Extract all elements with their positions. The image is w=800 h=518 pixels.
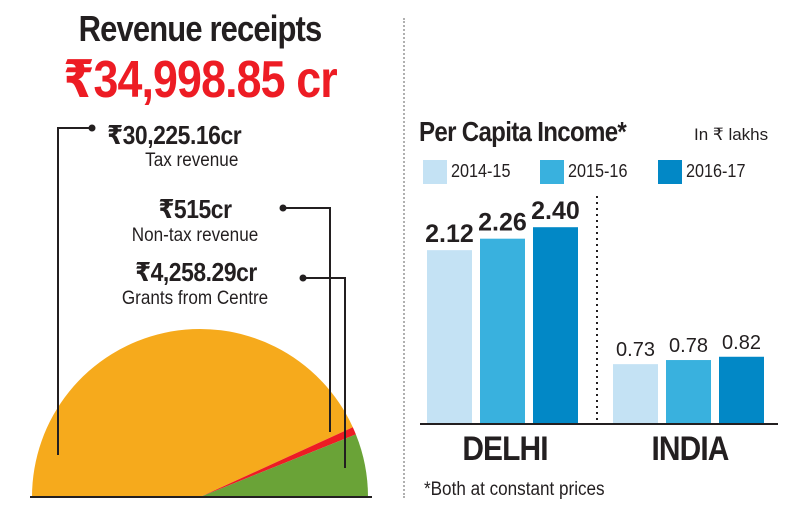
panel-divider [403, 18, 405, 498]
pie-slice-grants [200, 434, 368, 497]
bar-value-label: 0.78 [669, 335, 708, 357]
revenue-pie [30, 124, 372, 498]
non-tax-revenue-label: Non-tax revenue [131, 225, 259, 246]
grants-leader [303, 277, 346, 468]
bar-india-2015-16 [666, 360, 711, 424]
grants-value: ₹4,258.29cr [135, 257, 257, 287]
tax-revenue-leader-dot [88, 124, 96, 132]
non-tax-revenue-leader-dot [279, 204, 287, 212]
bar-value-label: 2.12 [425, 220, 474, 248]
non-tax-revenue-value: ₹515cr [158, 194, 232, 224]
bar-india-2014-15 [613, 364, 658, 424]
pie-slice-non-tax-revenue [200, 427, 356, 497]
revenue-title: Revenue receipts [78, 8, 323, 49]
tax-revenue-leader [57, 127, 92, 455]
non-tax-revenue-leader [283, 207, 331, 432]
tax-revenue-label: Tax revenue [145, 150, 239, 171]
revenue-total: ₹34,998.85 cr [63, 51, 337, 109]
group-label-india: INDIA [651, 430, 729, 468]
per-capita-title: Per Capita Income* [419, 116, 627, 147]
legend-swatch [423, 160, 447, 184]
legend-swatch [658, 160, 682, 184]
bar-india-2016-17 [719, 356, 764, 424]
bar-delhi-2015-16 [480, 238, 525, 424]
bar-value-label: 0.73 [616, 339, 655, 361]
tax-revenue-value: ₹30,225.16cr [107, 120, 242, 150]
bar-delhi-2016-17 [533, 227, 578, 424]
bar-delhi-2014-15 [427, 250, 472, 424]
bar-value-label: 0.82 [722, 332, 761, 354]
bar-value-label: 2.26 [478, 209, 527, 237]
footnote: *Both at constant prices [424, 479, 605, 500]
legend-label: 2016-17 [686, 161, 746, 181]
legend-label: 2015-16 [568, 161, 628, 181]
bar-value-label: 2.40 [531, 197, 580, 225]
legend-swatch [540, 160, 564, 184]
grants-label: Grants from Centre [121, 288, 269, 309]
pie-slice-tax-revenue [32, 328, 353, 497]
group-label-delhi: DELHI [462, 430, 548, 468]
per-capita-unit: In ₹ lakhs [694, 125, 769, 144]
grants-leader-dot [299, 274, 307, 282]
legend-label: 2014-15 [451, 161, 511, 181]
